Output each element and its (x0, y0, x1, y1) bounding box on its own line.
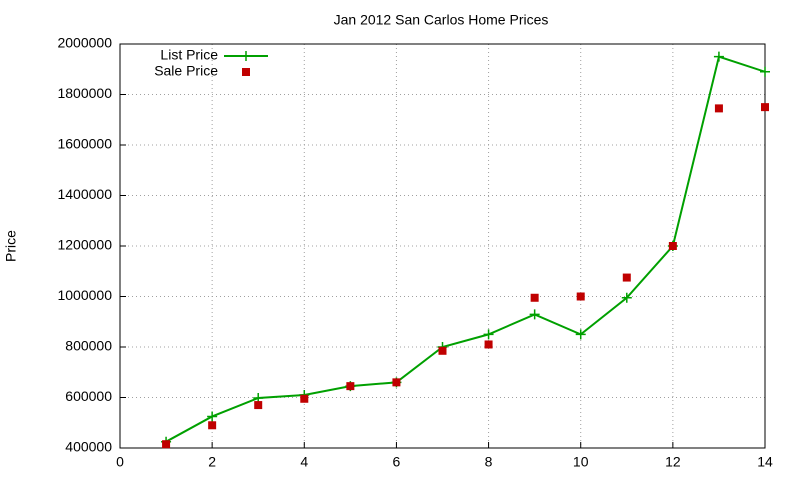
point-marker (300, 394, 309, 403)
point-marker (668, 242, 677, 250)
point-marker (483, 329, 494, 340)
point-marker (530, 293, 539, 302)
y-tick-label: 1000000 (57, 287, 112, 303)
legend-marker (241, 51, 251, 61)
x-tick-label: 4 (300, 454, 308, 470)
point-marker (529, 309, 540, 320)
point-marker (207, 411, 218, 422)
point-marker (254, 401, 263, 410)
chart-title: Jan 2012 San Carlos Home Prices (334, 12, 549, 28)
legend-label: List Price (160, 47, 218, 63)
point-marker (714, 104, 723, 113)
point-marker (621, 292, 632, 303)
x-tick-label: 0 (116, 454, 124, 470)
x-tick-label: 8 (485, 454, 493, 470)
y-tick-label: 2000000 (57, 35, 112, 51)
point-marker (713, 51, 724, 62)
point-marker (622, 273, 631, 282)
y-tick-label: 1600000 (57, 136, 112, 152)
y-axis-label: Price (3, 230, 19, 262)
legend-marker (242, 68, 250, 76)
y-tick-label: 1800000 (57, 85, 112, 101)
point-marker (346, 382, 355, 391)
plot-border (119, 43, 766, 449)
point-marker (438, 346, 447, 355)
point-marker (575, 329, 586, 340)
legend-label: Sale Price (154, 63, 218, 79)
y-tick-label: 800000 (65, 338, 112, 354)
point-marker (162, 440, 171, 449)
x-tick-label: 6 (393, 454, 401, 470)
point-marker (208, 421, 217, 430)
y-tick-label: 1200000 (57, 237, 112, 253)
x-tick-label: 12 (665, 454, 681, 470)
y-tick-label: 1400000 (57, 186, 112, 202)
y-tick-label: 400000 (65, 439, 112, 455)
y-tick-label: 600000 (65, 388, 112, 404)
point-marker (392, 378, 401, 387)
x-tick-label: 10 (573, 454, 589, 470)
point-marker (760, 66, 770, 77)
series-line (165, 55, 766, 443)
point-marker (761, 103, 769, 112)
point-marker (484, 340, 493, 349)
point-marker (576, 292, 585, 301)
x-tick-label: 2 (208, 454, 216, 470)
x-tick-label: 14 (757, 454, 773, 470)
